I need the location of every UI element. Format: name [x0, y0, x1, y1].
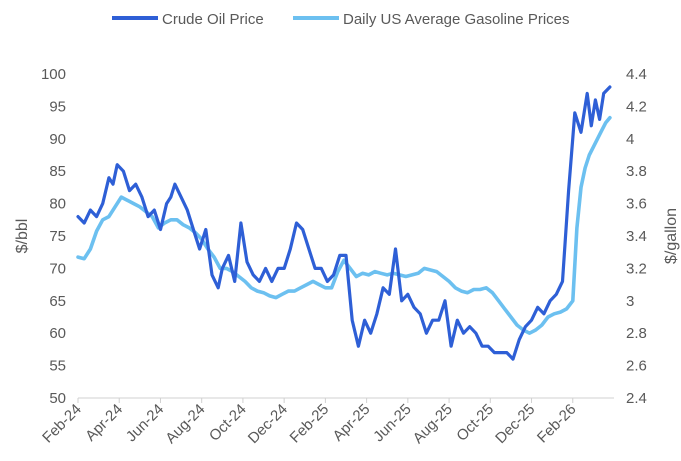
legend-label-crude-oil: Crude Oil Price	[162, 11, 264, 28]
y-right-tick-label: 3.6	[626, 196, 647, 213]
y-right-tick-label: 4.4	[626, 66, 647, 83]
x-tick-label: Feb-25	[287, 401, 333, 447]
y-right-tick-label: 3.4	[626, 228, 647, 245]
x-tick-label: Dec-24	[245, 401, 291, 447]
y-left-tick-label: 60	[49, 325, 66, 342]
legend-label-gasoline: Daily US Average Gasoline Prices	[343, 11, 570, 28]
y-right-tick-label: 4.2	[626, 98, 647, 115]
y-right-tick-label: 3.2	[626, 260, 647, 277]
y-left-tick-label: 55	[49, 358, 66, 375]
y-left-tick-label: 80	[49, 196, 66, 213]
y-left-tick-label: 85	[49, 163, 66, 180]
series-layer	[76, 85, 612, 361]
x-tick-label: Oct-24	[206, 401, 250, 445]
x-tick-label: Dec-25	[492, 401, 538, 447]
y-right-tick-label: 2.8	[626, 325, 647, 342]
x-tick-label: Apr-25	[330, 401, 374, 445]
y-left-tick-label: 90	[49, 131, 66, 148]
x-tick-label: Apr-24	[82, 401, 126, 445]
y-right-tick-label: 2.4	[626, 390, 647, 407]
y-right-axis-title: $/gallon	[663, 208, 680, 264]
y-left-tick-label: 95	[49, 98, 66, 115]
x-tick-label: Aug-25	[410, 401, 456, 447]
x-tick-label: Feb-26	[534, 401, 580, 447]
y-right-ticks: 2.4 2.6 2.8 3 3.2 3.4 3.6 3.8 4 4.2 4.4	[626, 66, 647, 407]
y-left-tick-label: 100	[41, 66, 66, 83]
y-left-tick-label: 50	[49, 390, 66, 407]
y-right-tick-label: 3	[626, 293, 634, 310]
y-right-tick-label: 3.8	[626, 163, 647, 180]
y-left-ticks: 50 55 60 65 70 75 80 85 90 95 100	[41, 66, 66, 407]
x-tick-label: Aug-24	[162, 401, 208, 447]
y-left-tick-label: 75	[49, 228, 66, 245]
x-tick-label: Oct-25	[453, 401, 497, 445]
y-left-tick-label: 65	[49, 293, 66, 310]
y-right-tick-label: 4	[626, 131, 634, 148]
x-ticks: Feb-24Apr-24Jun-24Aug-24Oct-24Dec-24Feb-…	[39, 398, 580, 447]
x-tick-label: Feb-24	[39, 401, 85, 447]
legend: Crude Oil Price Daily US Average Gasolin…	[112, 11, 570, 28]
series-line-gasoline	[76, 115, 612, 336]
y-left-axis-title: $/bbl	[14, 219, 31, 254]
x-tick-label: Jun-24	[123, 401, 167, 445]
y-right-tick-label: 2.6	[626, 358, 647, 375]
series-line-crude-oil	[76, 85, 612, 361]
x-tick-label: Jun-25	[370, 401, 414, 445]
y-left-tick-label: 70	[49, 260, 66, 277]
